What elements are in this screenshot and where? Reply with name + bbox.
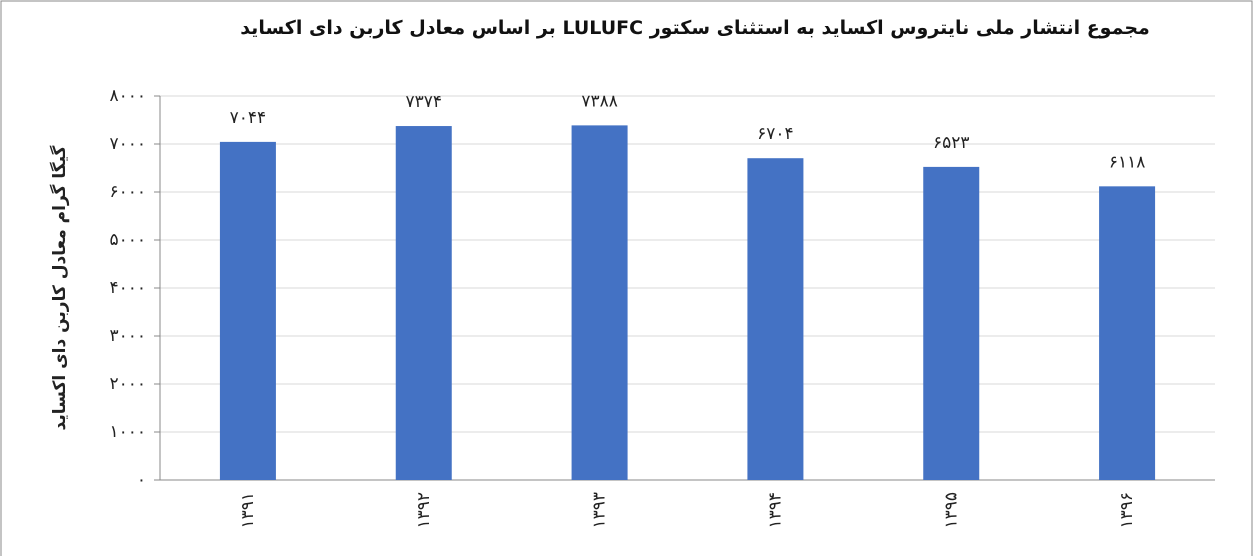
x-tick-label: ۱۳۹۵ bbox=[941, 492, 961, 529]
y-tick-label: ۸۰۰۰ bbox=[109, 86, 146, 106]
y-tick-label: ۱۰۰۰ bbox=[109, 422, 146, 442]
y-axis-label: گیگا گرام معادل کاربن دای اکساید bbox=[49, 145, 70, 430]
y-tick-label: ۶۰۰۰ bbox=[109, 182, 146, 202]
y-tick-label: ۷۰۰۰ bbox=[109, 134, 146, 154]
bar bbox=[923, 166, 980, 480]
data-label: ۷۰۴۴ bbox=[230, 108, 267, 128]
bar bbox=[1099, 186, 1156, 480]
data-label: ۶۵۲۳ bbox=[933, 133, 970, 153]
y-tick-label: ۲۰۰۰ bbox=[109, 374, 146, 394]
y-tick-label: ۳۰۰۰ bbox=[109, 326, 146, 346]
y-tick-label: ۵۰۰۰ bbox=[109, 230, 146, 250]
data-label: ۶۷۰۴ bbox=[757, 124, 794, 144]
chart-title: مجموع انتشار ملی نایتروس اکساید به استثن… bbox=[240, 17, 1150, 39]
y-tick-label: ۰ bbox=[137, 470, 146, 490]
bar bbox=[219, 141, 276, 480]
y-tick-label: ۴۰۰۰ bbox=[109, 278, 146, 298]
data-label: ۶۱۱۸ bbox=[1109, 152, 1146, 172]
bar bbox=[395, 126, 452, 480]
x-tick-label: ۱۳۹۴ bbox=[765, 492, 785, 529]
x-tick-label: ۱۳۹۲ bbox=[414, 492, 434, 529]
bar bbox=[571, 125, 628, 480]
x-tick-label: ۱۳۹۳ bbox=[590, 492, 610, 529]
x-tick-label: ۱۳۹۶ bbox=[1117, 492, 1137, 529]
data-label: ۷۳۷۴ bbox=[405, 92, 442, 112]
bar bbox=[747, 158, 804, 480]
data-label: ۷۳۸۸ bbox=[581, 91, 618, 111]
x-tick-label: ۱۳۹۱ bbox=[238, 492, 258, 529]
